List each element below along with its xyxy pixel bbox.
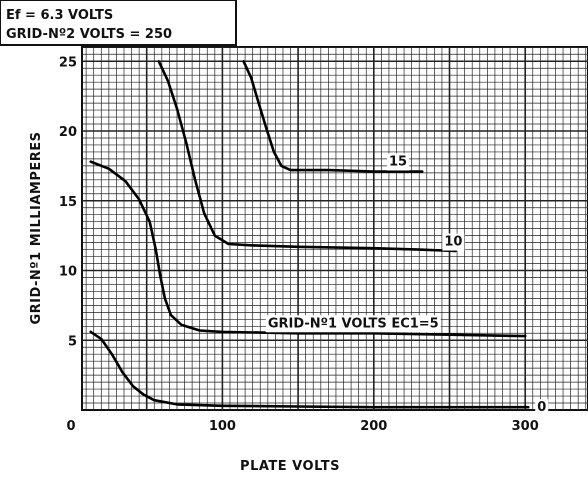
curve-label-2: 10 (444, 235, 462, 250)
curves (89, 60, 530, 409)
curve-label-3: 15 (389, 154, 407, 169)
curve-label-1: GRID-Nº1 VOLTS EC1=5 (268, 316, 439, 331)
x-tick-label: 0 (66, 419, 75, 434)
curve-label-backing (535, 399, 549, 417)
y-axis-label: GRID-Nº1 MILLIAMPERES (29, 131, 44, 324)
y-tick-label: 20 (59, 125, 77, 140)
series-line-2 (157, 60, 457, 253)
curve-label-backing (386, 153, 410, 171)
note-grid2-volts: GRID-Nº2 VOLTS = 250 (6, 27, 172, 42)
y-tick-label: 25 (59, 55, 77, 70)
series-line-3 (242, 60, 424, 173)
curve-labels: 0 GRID-Nº1 VOLTS EC1=5 10 15 (265, 153, 549, 417)
series-line-0 (89, 330, 530, 409)
note-filament-volts: Ef = 6.3 VOLTS (6, 8, 113, 23)
y-tick-label: 5 (68, 334, 77, 349)
tick-labels: 0 100 200 300 5 10 15 20 25 (59, 55, 539, 434)
x-axis-label: PLATE VOLTS (240, 459, 340, 474)
note-box (0, 0, 237, 46)
series-line-1 (89, 160, 527, 338)
curve-label-backing (442, 233, 465, 251)
x-tick-label: 200 (360, 419, 387, 434)
y-tick-label: 10 (59, 265, 77, 280)
curve-label-0: 0 (537, 400, 546, 415)
y-tick-label: 15 (59, 195, 77, 210)
curve-label-backing (265, 315, 441, 333)
x-tick-label: 300 (512, 419, 539, 434)
x-tick-label: 100 (209, 419, 236, 434)
